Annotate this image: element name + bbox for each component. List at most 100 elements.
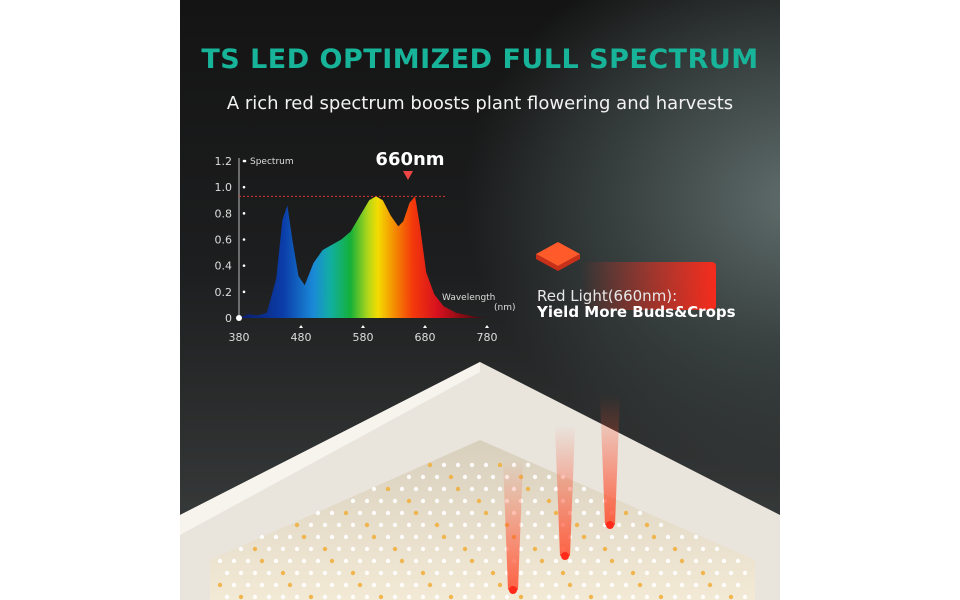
led: [644, 570, 650, 576]
x-tick-label: 480: [291, 331, 312, 344]
led: [259, 582, 265, 588]
led: [364, 570, 370, 576]
led: [392, 498, 398, 504]
led: [581, 534, 587, 540]
led: [322, 570, 328, 576]
led: [420, 570, 426, 576]
x-tick-label: 380: [229, 331, 250, 344]
y-tick-mark: [242, 264, 246, 267]
red-light-beams: [503, 395, 620, 594]
led: [413, 558, 419, 564]
led: [721, 582, 727, 588]
led: [441, 558, 447, 564]
led: [329, 510, 335, 516]
led: [546, 498, 552, 504]
led: [553, 486, 559, 492]
led: [469, 510, 475, 516]
led: [385, 558, 391, 564]
led: [567, 582, 573, 588]
led: [371, 582, 377, 588]
led: [385, 510, 391, 516]
led: [231, 582, 237, 588]
led: [616, 594, 622, 600]
led: [483, 486, 489, 492]
peak-annotation: 660nm: [375, 149, 444, 170]
led: [434, 546, 440, 552]
led: [525, 558, 531, 564]
led: [497, 462, 503, 468]
led: [630, 522, 636, 528]
led: [518, 546, 524, 552]
led: [476, 570, 482, 576]
light-beam: [503, 460, 523, 590]
led: [679, 582, 685, 588]
led: [679, 558, 685, 564]
led: [574, 594, 580, 600]
y-tick-label: 0: [225, 312, 232, 325]
led: [637, 582, 643, 588]
led: [483, 510, 489, 516]
led: [343, 534, 349, 540]
led: [399, 558, 405, 564]
led: [595, 534, 601, 540]
led: [658, 594, 664, 600]
led: [455, 510, 461, 516]
x-axis-label: Wavelength: [442, 293, 495, 303]
led: [532, 522, 538, 528]
x-tick-mark: [299, 325, 303, 328]
subheadline: A rich red spectrum boosts plant floweri…: [226, 93, 734, 114]
led: [588, 594, 594, 600]
led: [392, 522, 398, 528]
led: [322, 546, 328, 552]
led: [546, 570, 552, 576]
led: [462, 498, 468, 504]
led: [252, 546, 258, 552]
led: [623, 582, 629, 588]
led: [735, 558, 741, 564]
led: [546, 474, 552, 480]
led: [343, 558, 349, 564]
led: [462, 522, 468, 528]
led: [553, 534, 559, 540]
led: [427, 534, 433, 540]
led: [427, 486, 433, 492]
led: [455, 582, 461, 588]
red-led: [606, 521, 614, 529]
red-led: [509, 586, 517, 594]
led: [441, 462, 447, 468]
led: [469, 486, 475, 492]
led: [476, 594, 482, 600]
led: [665, 582, 671, 588]
led: [336, 522, 342, 528]
callout-line2: Yield More Buds&Crops: [537, 303, 736, 321]
led: [532, 498, 538, 504]
led: [609, 534, 615, 540]
led: [672, 546, 678, 552]
light-beam: [600, 395, 620, 525]
led: [364, 594, 370, 600]
led: [581, 558, 587, 564]
led: [546, 594, 552, 600]
led: [714, 570, 720, 576]
led: [623, 558, 629, 564]
led: [742, 570, 748, 576]
led: [623, 510, 629, 516]
led: [525, 462, 531, 468]
led: [693, 558, 699, 564]
led: [287, 582, 293, 588]
led: [469, 462, 475, 468]
led: [539, 510, 545, 516]
led: [553, 558, 559, 564]
led: [553, 582, 559, 588]
led: [602, 570, 608, 576]
led: [679, 534, 685, 540]
led: [238, 546, 244, 552]
led: [238, 570, 244, 576]
led: [567, 558, 573, 564]
led: [441, 510, 447, 516]
led: [301, 558, 307, 564]
led: [224, 594, 230, 600]
led: [728, 570, 734, 576]
led: [441, 534, 447, 540]
